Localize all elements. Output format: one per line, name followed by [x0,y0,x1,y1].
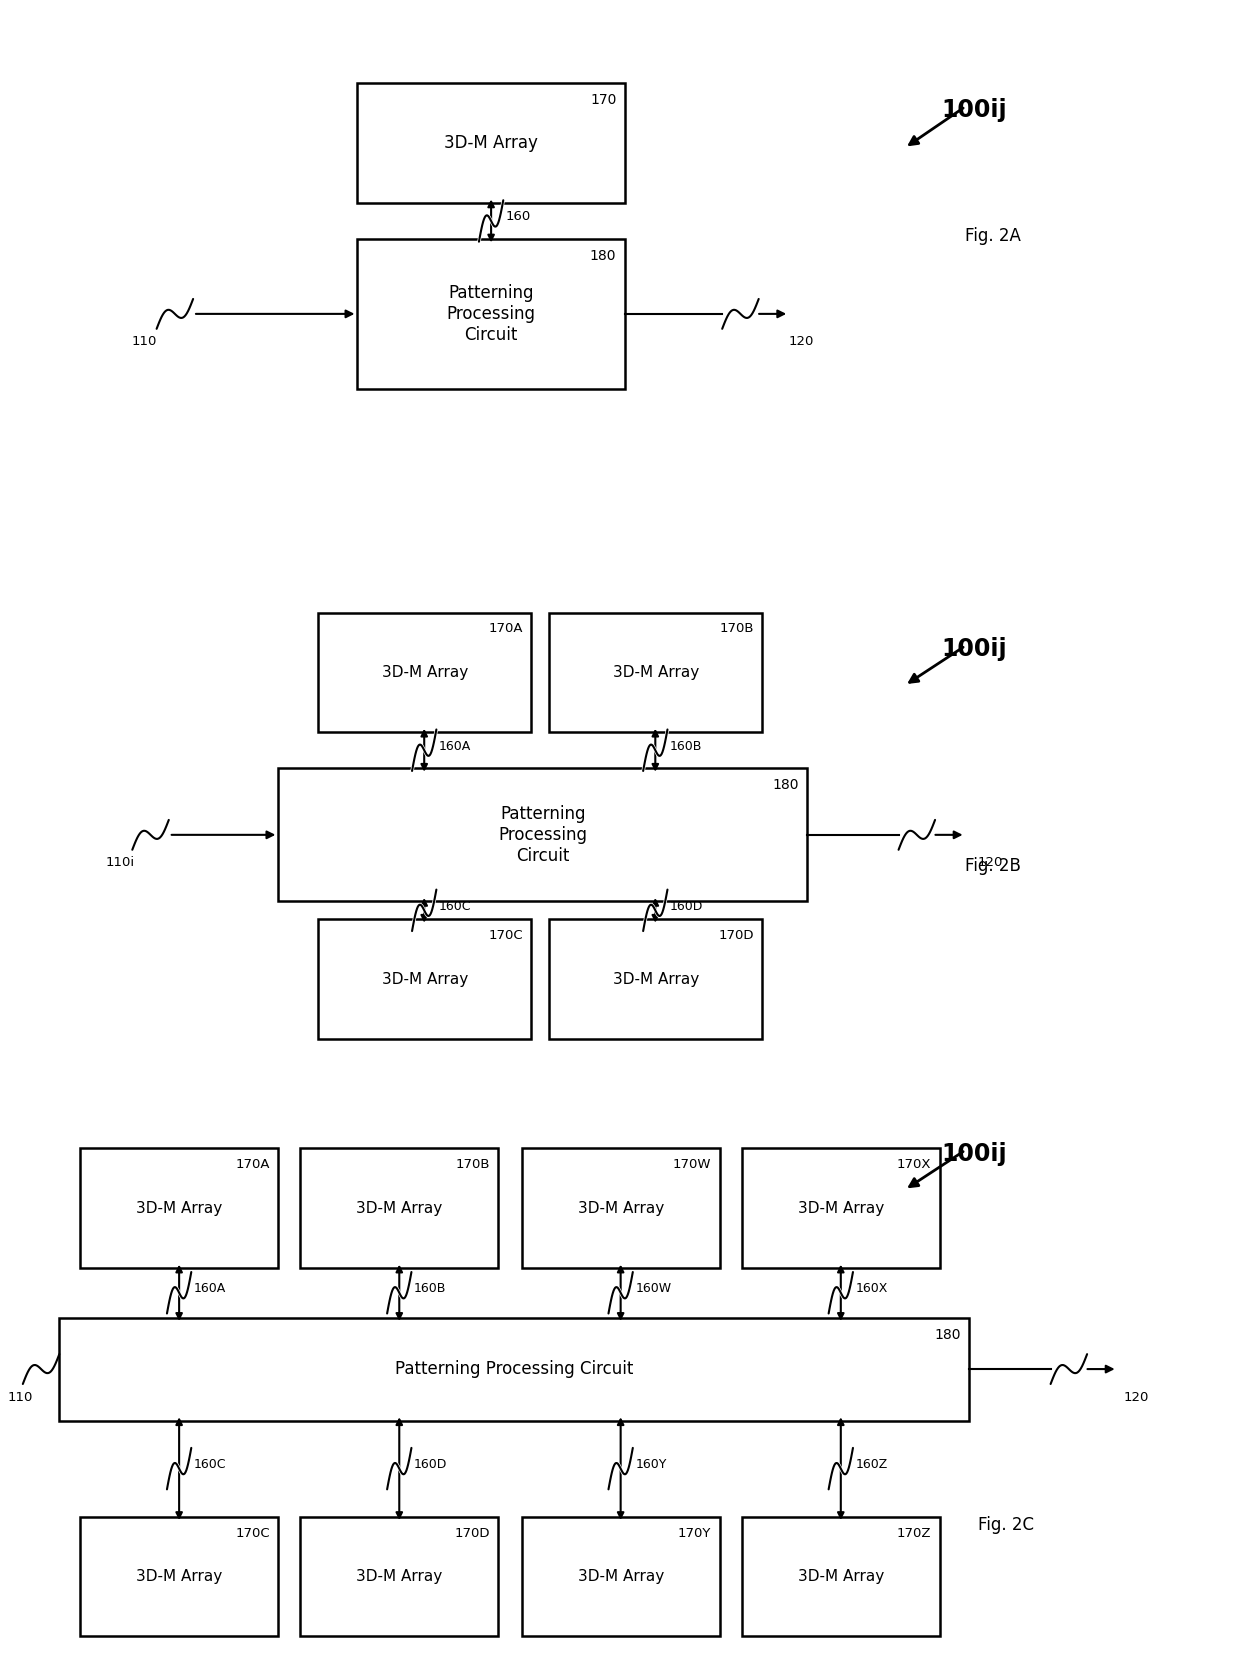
Text: 100ij: 100ij [941,637,1007,661]
Text: 160C: 160C [193,1457,226,1471]
Text: 170C: 170C [489,930,523,942]
Text: 100ij: 100ij [941,99,1007,122]
Text: 170: 170 [590,94,616,107]
Text: 170A: 170A [236,1158,270,1171]
Text: Patterning Processing Circuit: Patterning Processing Circuit [396,1360,634,1379]
Text: 160: 160 [506,211,531,223]
Text: 170B: 170B [455,1158,490,1171]
Bar [742,1148,940,1268]
Text: 180: 180 [934,1328,961,1342]
Text: 170W: 170W [673,1158,712,1171]
Text: 170Y: 170Y [678,1527,712,1539]
Text: 3D-M Array: 3D-M Array [444,134,538,152]
Text: 170A: 170A [489,622,523,636]
Text: 3D-M Array: 3D-M Array [356,1201,443,1216]
Bar [522,1517,719,1636]
Text: 160X: 160X [856,1282,888,1295]
Text: 110i: 110i [105,857,135,870]
Text: 170Z: 170Z [897,1527,931,1539]
Bar [549,920,763,1039]
Text: 3D-M Array: 3D-M Array [356,1569,443,1584]
Bar [522,1148,719,1268]
Bar [300,1517,498,1636]
Bar [300,1148,498,1268]
Text: 3D-M Array: 3D-M Array [136,1569,222,1584]
Text: 160D: 160D [414,1457,448,1471]
Text: 3D-M Array: 3D-M Array [797,1201,884,1216]
Text: 3D-M Array: 3D-M Array [382,972,467,987]
Bar [81,1517,278,1636]
Text: 160A: 160A [193,1282,226,1295]
Text: 160D: 160D [670,900,703,913]
Text: 160B: 160B [670,739,702,753]
Bar [742,1517,940,1636]
Text: 160Z: 160Z [856,1457,888,1471]
Text: 110: 110 [7,1390,33,1404]
Text: 180: 180 [773,778,799,793]
Text: 120: 120 [789,336,813,348]
Text: 110: 110 [131,336,157,348]
Text: 3D-M Array: 3D-M Array [578,1201,663,1216]
Text: Fig. 2A: Fig. 2A [966,228,1022,244]
Text: 170X: 170X [897,1158,931,1171]
Text: 3D-M Array: 3D-M Array [136,1201,222,1216]
Text: Fig. 2C: Fig. 2C [977,1516,1034,1534]
Text: 3D-M Array: 3D-M Array [797,1569,884,1584]
Text: 120: 120 [1123,1390,1148,1404]
Bar [278,768,807,902]
Bar [319,612,531,733]
Text: 3D-M Array: 3D-M Array [382,664,467,679]
Text: Patterning
Processing
Circuit: Patterning Processing Circuit [446,284,536,343]
Text: 170B: 170B [719,622,754,636]
Text: 100ij: 100ij [941,1141,1007,1166]
Text: Patterning
Processing
Circuit: Patterning Processing Circuit [498,805,588,865]
Text: Fig. 2B: Fig. 2B [966,857,1022,875]
Text: 3D-M Array: 3D-M Array [613,664,699,679]
Text: 3D-M Array: 3D-M Array [578,1569,663,1584]
Bar [319,920,531,1039]
Text: 170D: 170D [454,1527,490,1539]
Bar [549,612,763,733]
Text: 160Y: 160Y [635,1457,667,1471]
Bar [81,1148,278,1268]
Text: 160C: 160C [439,900,471,913]
Text: 160W: 160W [635,1282,671,1295]
Bar [357,84,625,202]
Text: 170D: 170D [718,930,754,942]
Text: 180: 180 [590,249,616,263]
Text: 160A: 160A [439,739,471,753]
Bar [357,239,625,388]
Text: 120: 120 [977,857,1002,870]
Text: 3D-M Array: 3D-M Array [613,972,699,987]
Text: 160B: 160B [414,1282,446,1295]
Bar [60,1318,970,1420]
Text: 170C: 170C [236,1527,270,1539]
